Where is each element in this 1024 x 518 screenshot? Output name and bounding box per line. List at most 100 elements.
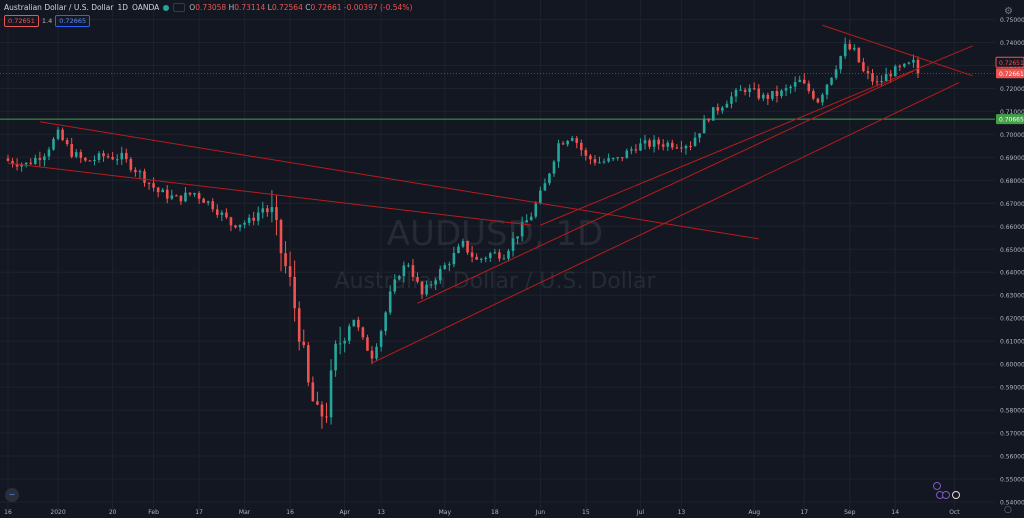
interval-label[interactable]: 1D [117,3,128,12]
trendline[interactable] [417,70,914,304]
x-tick-label: Sep [844,509,856,516]
candle-body [343,340,346,344]
candle [816,97,820,104]
candle [702,115,706,134]
sell-price-button[interactable]: 0.72651 [4,15,39,27]
candle [570,135,574,142]
eye-icon[interactable] [173,3,186,12]
candle-body [134,169,137,173]
y-tick-label: 0.74000 [1000,40,1024,47]
candle [316,391,319,406]
gear-icon[interactable]: ⚙ [1004,6,1013,17]
candle [188,192,192,197]
candle-body [625,150,629,159]
candle [79,149,83,163]
candle-body [429,284,433,286]
candle-body [388,291,392,313]
ohlc-key: H [228,3,235,12]
candle-body [620,157,624,159]
x-tick-label: May [439,509,452,516]
candle [616,156,619,161]
time-axis[interactable]: 16 2020 20 Feb 17 Mar 16 Apr 13 May 18 Jun 15 Jul 13 Au… [4,509,960,516]
candle [671,139,674,151]
candle-body [56,129,60,139]
candle-body [129,159,133,170]
candle [307,342,310,387]
trendlines[interactable] [7,24,973,364]
candle-body [825,84,829,95]
exchange-label: OANDA [131,3,160,12]
candle [338,326,342,355]
candle-body [502,258,506,260]
price-axis-background [995,0,1024,518]
candle [225,208,228,220]
candle [256,206,260,226]
candle-body [889,74,892,77]
candle-body [548,173,551,184]
candle-body [334,343,337,371]
buy-price-button[interactable]: 0.72665 [55,15,91,27]
candle-body [20,164,23,167]
candle-body [616,157,619,159]
event-marker-icon[interactable] [933,482,941,490]
candle [857,47,861,64]
candle [179,195,183,205]
candle-body [411,265,415,278]
x-tick-label: 17 [195,509,203,516]
candle [862,57,865,73]
trendline[interactable] [540,45,973,226]
watermark-name: Australian Dollar / U.S. Dollar [335,269,657,294]
candle-body [152,183,155,188]
event-markers[interactable] [933,482,960,499]
candle-body [789,86,792,89]
candle [725,100,729,108]
candle [275,195,278,236]
candle [466,240,469,255]
candle-body [893,66,897,77]
x-tick-label: Mar [239,509,251,516]
candle [689,141,692,151]
candle [366,334,369,351]
chart-logo-icon[interactable]: ~ [5,488,19,502]
candle [834,65,838,80]
x-tick-label: Jun [535,509,546,516]
symbol-name[interactable]: Australian Dollar / U.S. Dollar [4,3,114,12]
candle-body [661,144,665,147]
candle [643,134,647,150]
candle-body [634,149,638,151]
candle [184,187,187,203]
trendline[interactable] [822,24,973,77]
candle [793,76,797,92]
candle-body [102,153,105,157]
candle [557,139,560,168]
candle-body [520,222,524,237]
candle [789,84,792,94]
candle-body [170,195,174,199]
grid-lines [0,0,995,510]
event-marker-icon[interactable] [952,491,960,499]
trendline[interactable] [7,162,532,226]
candle-body [552,161,556,174]
candle [543,178,547,191]
clock-icon[interactable]: ○ [1004,505,1012,515]
x-tick-label: Aug [748,509,760,516]
candle-body [916,59,920,74]
candle-body [416,277,419,282]
event-marker-icon[interactable] [942,491,950,499]
candle-body [338,343,342,345]
candle-body [279,220,283,254]
candle-body [398,276,401,280]
price-axis[interactable]: 0.750000.740000.730000.720000.710000.700… [995,0,1024,518]
candle-body [784,88,788,91]
y-tick-label: 0.63000 [1000,293,1024,300]
candle [384,310,387,336]
trendline[interactable] [39,121,759,240]
x-tick-label: Jul [636,509,645,516]
candle [675,144,679,150]
trendline[interactable] [371,82,960,364]
candle-body [771,91,774,99]
candle-body [234,225,237,228]
candle-body [375,346,378,359]
candle [370,345,374,365]
